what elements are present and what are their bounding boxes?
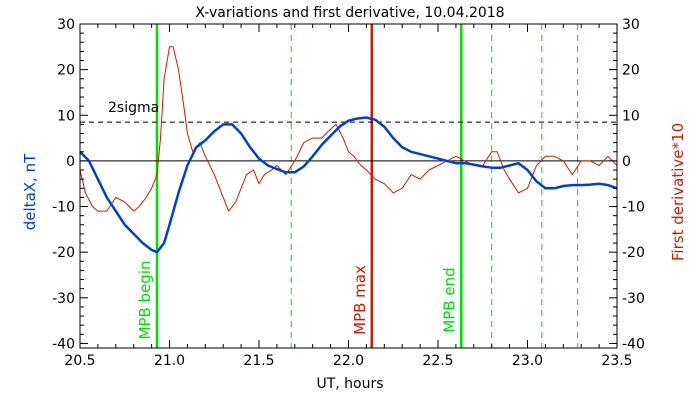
y-tick-label-right: 20 [622,63,640,79]
marker-label-mpb-end: MPB end [440,267,458,332]
series-line-deltaX [79,116,618,254]
x-tick-label: 20.5 [64,353,95,369]
y-tick-label-left: -40 [52,336,75,352]
marker-layer [155,24,579,348]
y-axis-label-left: deltaX, nT [21,153,39,230]
y-tick-label-left: 20 [57,63,75,79]
y-tick-label-right: -10 [622,200,645,216]
y-tick-label-left: 30 [57,17,75,33]
x-tick-label: 21.5 [243,353,274,369]
series-line-derivative [79,46,618,212]
y-tick-label-right: -40 [622,336,645,352]
y-tick-label-right: 10 [622,108,640,124]
y-tick-label-left: -30 [52,291,75,307]
y-axis-label-right: First derivative*10 [669,123,687,261]
y-tick-label-right: -30 [622,291,645,307]
reference-layer [80,121,617,162]
y-tick-label-left: -10 [52,200,75,216]
x-tick-label: 21.0 [154,353,185,369]
marker-label-mpb-max: MPB max [351,265,369,335]
marker-label-mpb-begin: MPB begin [136,261,154,340]
plot-frame [79,23,618,349]
chart-title: X-variations and first derivative, 10.04… [195,5,504,21]
x-tick-label: 22.5 [422,353,453,369]
y-tick-label-right: 0 [622,154,631,170]
frame-layer [79,23,618,349]
x-tick-label: 22.0 [333,353,364,369]
text-layer: X-variations and first derivative, 10.04… [21,5,687,392]
x-tick-label: 23.5 [601,353,632,369]
threshold-label: 2sigma [108,100,159,116]
x-tick-label: 23.0 [512,353,543,369]
y-tick-label-left: 10 [57,108,75,124]
x-axis-label: UT, hours [316,376,383,392]
y-tick-label-right: 30 [622,17,640,33]
y-tick-label-left: 0 [66,154,75,170]
y-tick-label-right: -20 [622,245,645,261]
series-layer [79,46,618,254]
y-tick-label-left: -20 [52,245,75,261]
